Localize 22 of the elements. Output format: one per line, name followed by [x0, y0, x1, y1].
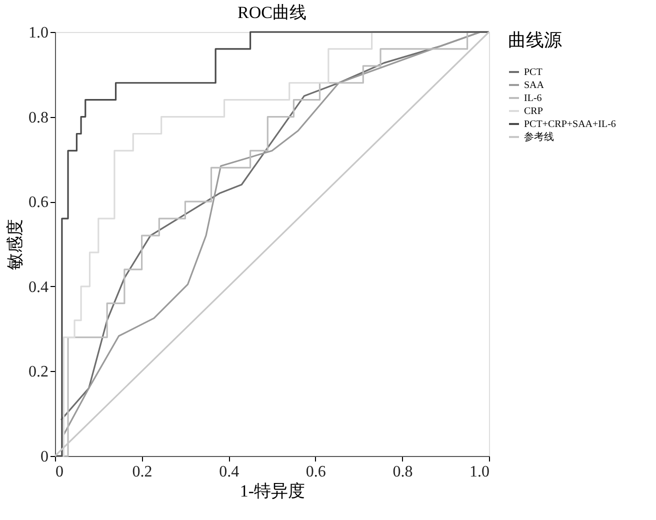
x-tick-label: 0.8 [392, 464, 413, 480]
legend-label: PCT [524, 67, 542, 78]
legend-label: PCT+CRP+SAA+IL-6 [524, 119, 616, 130]
legend-label: SAA [524, 80, 545, 91]
x-tick-label: 0.6 [306, 464, 326, 480]
y-axis-title: 敏感度 [6, 219, 24, 270]
x-axis-title: 1-特异度 [240, 482, 306, 500]
y-tick-label: 0 [40, 448, 48, 466]
y-tick-label: 0.6 [28, 194, 48, 212]
y-tick-label: 0.4 [28, 278, 48, 296]
x-tick-label: 0.4 [219, 464, 240, 480]
x-tick-label: 1.0 [470, 464, 490, 480]
legend-title: 曲线源 [508, 30, 562, 50]
x-tick-label: 0.2 [132, 464, 152, 480]
legend-label: IL-6 [524, 93, 542, 104]
y-tick-label: 0.8 [28, 109, 48, 126]
chart-title: ROC曲线 [238, 3, 306, 22]
y-tick-label: 0.2 [28, 364, 48, 381]
x-tick-label: 0 [56, 464, 64, 480]
legend-label: 参考线 [524, 131, 554, 143]
legend-label: CRP [524, 106, 544, 117]
y-tick-label: 1.0 [28, 24, 48, 42]
